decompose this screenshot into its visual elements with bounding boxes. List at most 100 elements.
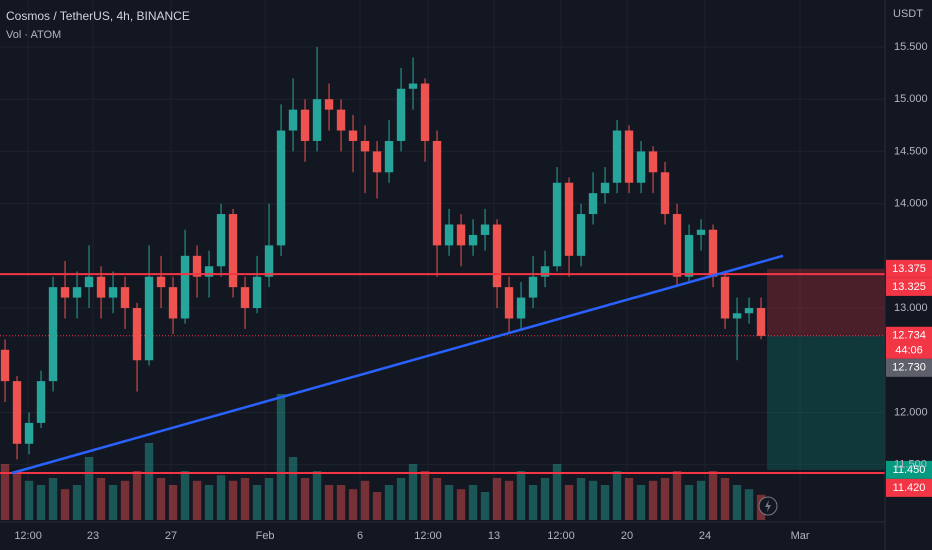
- candle-body: [12, 381, 22, 444]
- x-tick-label: 13: [488, 530, 500, 542]
- price-label: 13.375: [892, 263, 926, 275]
- candle-body: [660, 172, 670, 215]
- price-label-box: [886, 277, 932, 296]
- volume-bar: [264, 478, 274, 520]
- y-tick-label: 13.000: [894, 302, 928, 314]
- candle-body: [600, 182, 610, 194]
- candle-body: [276, 130, 286, 246]
- volume-bar: [132, 471, 142, 520]
- volume-bar: [360, 480, 370, 520]
- candle-body: [480, 224, 490, 235]
- y-axis-label: USDT: [893, 8, 923, 20]
- volume-bar: [660, 478, 670, 520]
- volume-bar: [648, 480, 658, 520]
- y-tick-label: 15.500: [894, 41, 928, 53]
- volume-bar: [288, 457, 298, 520]
- candle-body: [144, 276, 154, 361]
- candle-body: [108, 287, 118, 298]
- candle-body: [120, 287, 130, 309]
- volume-bar: [228, 480, 238, 520]
- candle-body: [432, 140, 442, 246]
- candle-body: [300, 109, 310, 141]
- candle-body: [324, 99, 334, 110]
- candle-body: [252, 276, 262, 309]
- stop-zone: [767, 268, 885, 336]
- y-tick-label: 14.000: [894, 198, 928, 210]
- candle-body: [420, 83, 430, 141]
- volume-bar: [612, 471, 622, 520]
- candle-body: [36, 381, 46, 423]
- x-tick-label: 20: [621, 530, 633, 542]
- candle-body: [708, 229, 718, 277]
- candle-body: [408, 83, 418, 89]
- candle-body: [240, 287, 250, 309]
- volume-bar: [384, 485, 394, 520]
- countdown: 44:06: [895, 345, 923, 357]
- volume-bar: [504, 480, 514, 520]
- volume-bar: [324, 485, 334, 520]
- price-label: 13.325: [892, 281, 926, 293]
- volume-bar: [216, 475, 226, 520]
- volume-bar: [180, 471, 190, 520]
- volume-bar: [492, 478, 502, 520]
- candle-body: [612, 130, 622, 183]
- y-tick-label: 15.000: [894, 93, 928, 105]
- candle-body: [456, 224, 466, 246]
- candle-body: [24, 422, 34, 444]
- volume-bar: [588, 480, 598, 520]
- volume-bar: [108, 485, 118, 520]
- volume-bar: [168, 485, 178, 520]
- replay-icon[interactable]: [758, 496, 778, 516]
- x-tick-label: 23: [87, 530, 99, 542]
- price-labels: 13.375 13.325 12.734 44:06 12.730 11.450 11.42…: [886, 259, 932, 497]
- candle-body: [384, 140, 394, 173]
- volume-bar: [348, 489, 358, 520]
- candle-body: [468, 234, 478, 246]
- x-tick-label: Mar: [791, 530, 810, 542]
- candle-body: [720, 276, 730, 319]
- x-tick-label: 27: [165, 530, 177, 542]
- candle-body: [744, 308, 754, 314]
- plot: [0, 46, 885, 520]
- volume-bar: [516, 471, 526, 520]
- volume-bar: [24, 480, 34, 520]
- price-label-box: [886, 460, 932, 479]
- candle-body: [192, 255, 202, 277]
- candle-body: [552, 182, 562, 267]
- volume-bar: [528, 485, 538, 520]
- x-tick-label: Feb: [256, 530, 275, 542]
- x-tick-label: 12:00: [414, 530, 442, 542]
- price-label-box: [886, 259, 932, 278]
- volume-bar: [720, 478, 730, 520]
- candle-body: [372, 151, 382, 173]
- y-tick-label: 11.500: [894, 459, 927, 471]
- candle-body: [360, 140, 370, 152]
- x-tick-label: 12:00: [547, 530, 575, 542]
- volume-bar: [336, 485, 346, 520]
- candle-body: [48, 287, 58, 382]
- volume-bar: [156, 478, 166, 520]
- candle-body: [492, 224, 502, 288]
- volume-bar: [72, 485, 82, 520]
- volume-bar: [84, 457, 94, 520]
- volume-bar: [576, 478, 586, 520]
- candle-body: [132, 308, 142, 361]
- price-label-box: [886, 478, 932, 497]
- volume-bar: [420, 471, 430, 520]
- target-zone: [767, 335, 885, 470]
- volume-bar: [540, 478, 550, 520]
- volume-bar: [12, 471, 22, 520]
- volume-bar: [624, 478, 634, 520]
- candle-body: [624, 130, 634, 183]
- candle-body: [60, 287, 70, 298]
- candle-body: [732, 313, 742, 319]
- volume-bar: [744, 489, 754, 520]
- candle-body: [156, 276, 166, 288]
- candle-body: [648, 151, 658, 173]
- volume-bar: [120, 480, 130, 520]
- candle-body: [336, 109, 346, 131]
- volume-bar: [276, 394, 286, 520]
- y-tick-label: 12.000: [894, 406, 928, 418]
- candle-body: [204, 266, 214, 277]
